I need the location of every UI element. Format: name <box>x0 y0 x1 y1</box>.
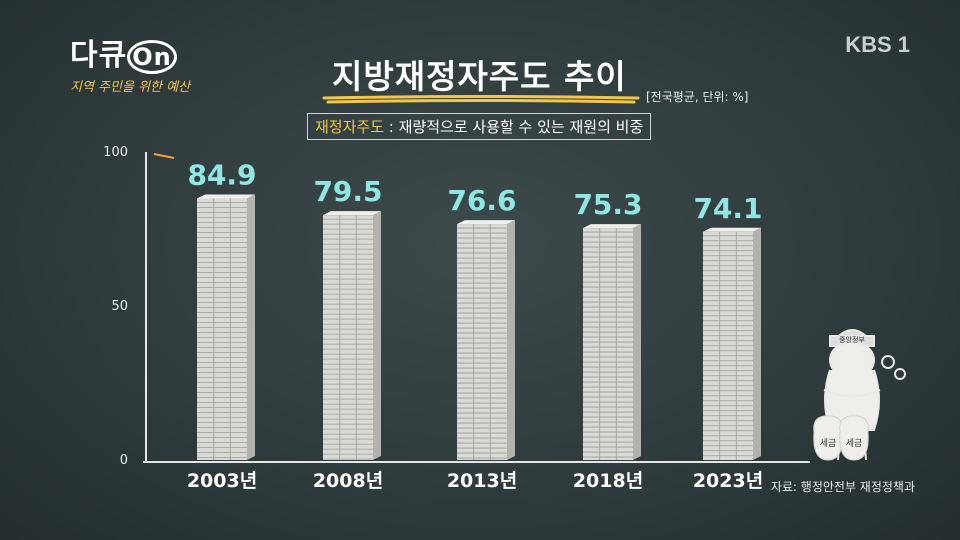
hat-label: 중앙정부 <box>839 335 865 344</box>
x-category-label: 2003년 <box>187 470 257 492</box>
bar <box>457 220 515 460</box>
x-category-label: 2018년 <box>573 470 643 492</box>
x-category-label: 2008년 <box>313 470 383 492</box>
program-logo-subtitle: 지역 주민을 위한 예산 <box>70 80 191 95</box>
money-bag-label-2: 세금 <box>846 438 863 449</box>
bar <box>583 224 641 460</box>
bar-value-label: 74.1 <box>693 192 762 225</box>
x-category-label: 2013년 <box>447 470 517 492</box>
bar-value-label: 79.5 <box>313 175 382 208</box>
source-note: 자료: 행정안전부 재정정책과 <box>770 480 915 494</box>
logo-title-on: On <box>127 40 177 74</box>
chart-title: 지방재정자주도 추이 <box>332 57 627 96</box>
bar-value-label: 75.3 <box>573 188 642 221</box>
bar-value-label: 84.9 <box>187 159 256 192</box>
y-tick-label: 0 <box>120 453 128 468</box>
bar-value-label: 76.6 <box>447 184 516 217</box>
bar <box>323 211 381 460</box>
logo-title-prefix: 다큐 <box>70 38 128 73</box>
title-underline <box>322 95 640 104</box>
broadcaster-logo: KBS 1 <box>845 32 910 57</box>
y-tick-label: 50 <box>111 299 128 314</box>
y-tick-label: 100 <box>103 145 128 160</box>
bar <box>703 227 761 460</box>
definition-text: : 재량적으로 사용할 수 있는 재원의 비중 <box>384 118 644 136</box>
definition-term: 재정자주도 <box>315 118 385 136</box>
bar <box>197 194 255 460</box>
x-category-label: 2023년 <box>693 470 763 492</box>
y-axis-accent-mark <box>153 153 175 159</box>
unit-note: [전국평균, 단위: %] <box>646 90 749 104</box>
program-logo-title: 다큐 On <box>70 30 190 74</box>
program-logo: 다큐 On 지역 주민을 위한 예산 <box>70 30 190 95</box>
money-bag-label: 세금 <box>820 438 837 449</box>
government-figure-illustration: 중앙정부 세금 세금 <box>813 329 906 461</box>
definition-box: 재정자주도 : 재량적으로 사용할 수 있는 재원의 비중 <box>307 113 652 140</box>
